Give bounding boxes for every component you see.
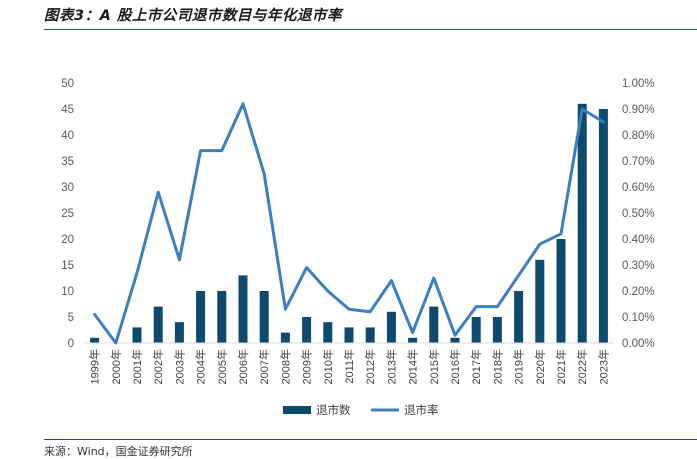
right-y-tick-label: 0.40% [622,234,655,246]
source-divider [44,439,697,440]
bar [323,322,333,343]
bar [514,291,524,343]
bar [535,259,545,343]
left-y-tick-label: 5 [68,312,74,324]
bar [471,317,481,343]
bar [217,291,227,343]
x-tick-label: 2003年 [172,349,186,384]
bar [302,317,312,343]
combo-chart: 0 5 10 15 20 25 30 35 40 45 50 0.00% 0.10% 0.20% 0.30… [61,78,655,417]
bar [280,332,290,343]
bar [492,317,502,343]
bar [196,291,206,343]
right-y-tick-label: 0.90% [622,104,655,116]
x-tick-label: 2015年 [427,349,441,384]
x-tick-label: 2011年 [342,349,356,384]
right-y-tick-label: 0.20% [622,286,655,298]
left-y-tick-label: 40 [61,130,74,142]
bar [132,327,142,343]
source-note: 来源：Wind，国金证券研究所 [44,445,193,458]
right-y-tick-label: 1.00% [622,78,655,90]
bar [238,275,248,343]
right-y-tick-label: 0.00% [622,338,655,350]
x-tick-label: 2021年 [554,349,568,384]
bar [408,337,418,343]
legend-label-line: 退市率 [404,403,439,417]
left-y-tick-label: 25 [61,208,74,220]
x-tick-label: 2018年 [490,349,504,384]
bar [153,306,163,343]
bar [556,239,566,343]
left-y-tick-label: 0 [68,338,74,350]
x-tick-label: 2002年 [151,349,165,384]
right-y-tick-label: 0.70% [622,156,655,168]
x-tick-label: 2023年 [596,349,610,384]
left-y-tick-label: 10 [61,286,74,298]
bar [598,109,608,343]
left-y-axis: 0 5 10 15 20 25 30 35 40 45 50 [61,78,74,350]
bar [344,327,354,343]
right-y-axis: 0.00% 0.10% 0.20% 0.30% 0.40% 0.50% 0.60% 0.70%… [622,78,655,350]
left-y-tick-label: 50 [61,78,74,90]
x-axis-ticks: 1999年 2000年 2001年 2002年 2003年 2004年 2005年 2006年… [88,349,611,384]
x-tick-label: 2010年 [321,349,335,384]
left-y-tick-label: 35 [61,156,74,168]
x-tick-label: 2012年 [363,349,377,384]
right-y-tick-label: 0.60% [622,182,655,194]
x-tick-label: 2013年 [384,349,398,384]
legend-label-bar: 退市数 [316,403,351,417]
x-tick-label: 2020年 [533,349,547,384]
x-tick-label: 2016年 [448,349,462,384]
rate-line [93,102,605,345]
left-y-tick-label: 30 [61,182,74,194]
x-tick-label: 2006年 [236,349,250,384]
line-series [93,102,605,345]
x-tick-label: 2009年 [300,349,314,384]
left-y-tick-label: 20 [61,234,74,246]
title-divider [44,29,697,30]
x-tick-label: 2017年 [469,349,483,384]
right-y-tick-label: 0.30% [622,260,655,272]
left-y-tick-label: 15 [61,260,74,272]
x-tick-label: 2005年 [215,349,229,384]
bar [365,327,375,343]
bar [259,291,269,343]
bar-series [90,103,608,343]
right-y-tick-label: 0.50% [622,208,655,220]
figure-title: 图表3：A 股上市公司退市数目与年化退市率 [44,8,342,24]
right-y-tick-label: 0.10% [622,312,655,324]
right-y-tick-label: 0.80% [622,130,655,142]
bar [174,322,184,343]
legend-swatch-bar [283,406,311,414]
x-tick-label: 2007年 [257,349,271,384]
legend: 退市数 退市率 [283,403,439,417]
x-tick-label: 2004年 [194,349,208,384]
left-y-tick-label: 45 [61,104,74,116]
x-tick-label: 2022年 [575,349,589,384]
bar [386,311,396,343]
x-tick-label: 2019年 [512,349,526,384]
x-tick-label: 2000年 [109,349,123,384]
bar [450,337,460,343]
x-tick-label: 2001年 [130,349,144,384]
x-tick-label: 1999年 [88,349,102,384]
x-tick-label: 2008年 [278,349,292,384]
x-tick-label: 2014年 [406,349,420,384]
bar [429,306,439,343]
bar [90,337,100,343]
bar [577,103,587,343]
